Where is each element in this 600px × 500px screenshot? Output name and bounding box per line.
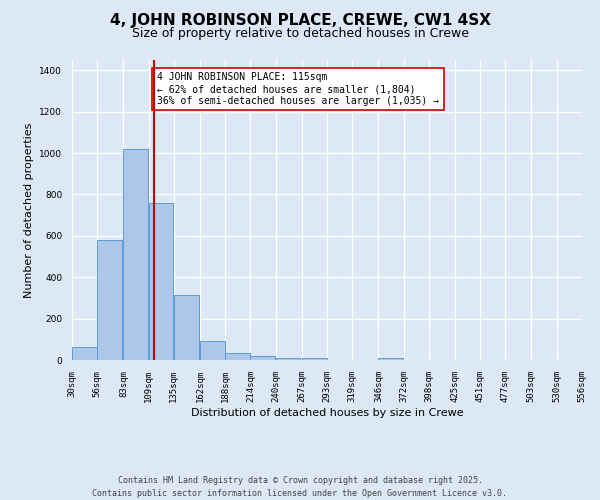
Bar xyxy=(174,295,199,360)
Text: 4 JOHN ROBINSON PLACE: 115sqm
← 62% of detached houses are smaller (1,804)
36% o: 4 JOHN ROBINSON PLACE: 115sqm ← 62% of d… xyxy=(157,72,439,106)
X-axis label: Distribution of detached houses by size in Crewe: Distribution of detached houses by size … xyxy=(191,408,463,418)
Y-axis label: Number of detached properties: Number of detached properties xyxy=(24,122,34,298)
Bar xyxy=(225,353,250,360)
Bar xyxy=(250,356,275,360)
Bar xyxy=(302,358,326,360)
Bar xyxy=(275,358,301,360)
Bar xyxy=(200,342,225,360)
Bar xyxy=(72,346,97,360)
Bar xyxy=(124,149,148,360)
Bar xyxy=(149,203,173,360)
Text: 4, JOHN ROBINSON PLACE, CREWE, CW1 4SX: 4, JOHN ROBINSON PLACE, CREWE, CW1 4SX xyxy=(110,12,491,28)
Text: Contains HM Land Registry data © Crown copyright and database right 2025.
Contai: Contains HM Land Registry data © Crown c… xyxy=(92,476,508,498)
Text: Size of property relative to detached houses in Crewe: Size of property relative to detached ho… xyxy=(131,28,469,40)
Bar xyxy=(379,358,403,360)
Bar xyxy=(97,240,122,360)
